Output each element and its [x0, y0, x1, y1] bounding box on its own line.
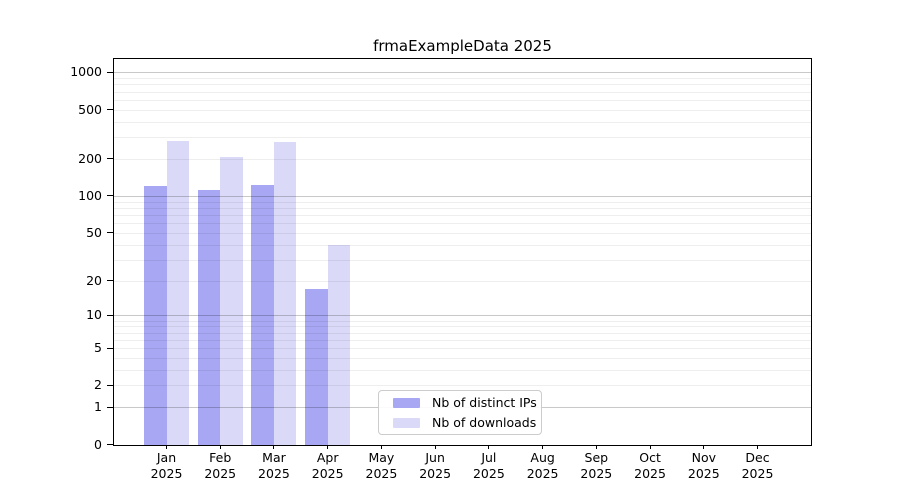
- legend-item-distinct-ips: Nb of distinct IPs: [387, 395, 537, 410]
- x-tick-label-oct: Oct 2025: [634, 450, 666, 481]
- x-tick-label-aug: Aug 2025: [526, 450, 559, 481]
- x-tick-label-dec: Dec 2025: [741, 450, 774, 481]
- x-tick-label-nov: Nov 2025: [687, 450, 720, 481]
- gridline-y-600: [114, 99, 811, 101]
- y-tick-mark-1: [107, 406, 113, 408]
- gridline-y-40: [114, 244, 811, 246]
- y-tick-label-20: 20: [86, 272, 102, 288]
- x-tick-mark-jun: [434, 445, 436, 449]
- x-tick-mark-oct: [649, 445, 651, 449]
- y-tick-label-100: 100: [78, 187, 102, 203]
- gridline-y-80: [114, 207, 811, 209]
- gridline-y-7: [114, 332, 811, 334]
- legend-swatch-downloads: [393, 417, 420, 428]
- x-tick-mark-sep: [595, 445, 597, 449]
- bar-nb-of-downloads-mar: [273, 141, 297, 445]
- gridline-y-2: [114, 385, 811, 387]
- y-tick-label-1: 1: [94, 399, 102, 415]
- bar-nb-of-distinct-ips-jan: [144, 186, 167, 445]
- gridline-y-30: [114, 259, 811, 261]
- x-tick-mark-mar: [273, 445, 275, 449]
- x-tick-mark-jul: [488, 445, 490, 449]
- x-tick-mark-nov: [703, 445, 705, 449]
- x-tick-label-apr: Apr 2025: [311, 450, 344, 481]
- y-tick-label-10: 10: [86, 307, 102, 323]
- x-tick-label-mar: Mar 2025: [258, 450, 290, 481]
- plot-area: [113, 58, 812, 446]
- x-tick-label-sep: Sep 2025: [580, 450, 613, 481]
- y-tick-label-5: 5: [94, 340, 102, 355]
- y-tick-label-2: 2: [94, 377, 102, 393]
- gridline-y-50: [114, 232, 811, 234]
- y-tick-label-50: 50: [86, 224, 102, 240]
- gridline-y-60: [114, 223, 811, 225]
- gridline-y-500: [114, 109, 811, 111]
- legend: Nb of distinct IPs Nb of downloads: [378, 390, 542, 435]
- gridline-y-20: [114, 280, 811, 282]
- gridline-y-200: [114, 158, 811, 160]
- bar-nb-of-downloads-apr: [327, 244, 351, 445]
- y-tick-mark-500: [107, 109, 113, 111]
- gridline-y-5: [114, 348, 811, 349]
- gridline-y-6: [114, 339, 811, 341]
- gridline-y-900: [114, 78, 811, 80]
- gridline-y-300: [114, 137, 811, 139]
- gridline-y-9: [114, 320, 811, 322]
- gridline-y-4: [114, 357, 811, 359]
- legend-label-downloads: Nb of downloads: [432, 415, 537, 430]
- x-tick-label-jul: Jul 2025: [472, 450, 505, 481]
- legend-label-distinct-ips: Nb of distinct IPs: [432, 395, 537, 410]
- bar-nb-of-downloads-feb: [220, 156, 243, 445]
- y-tick-mark-20: [107, 280, 113, 282]
- gridline-y-100: [114, 195, 811, 197]
- chart-title: frmaExampleData 2025: [373, 37, 552, 55]
- x-tick-label-may: May 2025: [365, 450, 398, 481]
- y-tick-label-1000: 1000: [70, 64, 102, 80]
- y-tick-mark-50: [107, 232, 113, 234]
- bar-nb-of-distinct-ips-apr: [305, 288, 328, 445]
- x-tick-mark-may: [380, 445, 382, 449]
- y-tick-mark-2: [107, 384, 113, 386]
- y-tick-mark-5: [107, 347, 113, 349]
- gridline-y-3: [114, 369, 811, 371]
- gridline-y-400: [114, 121, 811, 123]
- bar-nb-of-distinct-ips-mar: [251, 184, 274, 445]
- x-tick-mark-apr: [327, 445, 329, 449]
- x-tick-mark-jan: [166, 445, 167, 449]
- x-tick-mark-dec: [757, 445, 759, 449]
- legend-swatch-distinct-ips: [393, 397, 420, 408]
- gridline-y-700: [114, 91, 811, 93]
- gridline-y-90: [114, 201, 811, 203]
- legend-item-downloads: Nb of downloads: [387, 415, 537, 430]
- bar-nb-of-downloads-jan: [166, 140, 189, 445]
- x-tick-label-jun: Jun 2025: [419, 450, 452, 481]
- gridline-y-1000: [114, 72, 811, 74]
- y-tick-mark-200: [107, 158, 113, 160]
- y-tick-mark-10: [107, 314, 113, 316]
- y-tick-label-200: 200: [78, 150, 102, 166]
- y-tick-mark-1000: [107, 71, 113, 73]
- gridline-y-800: [114, 84, 811, 86]
- y-tick-mark-0: [107, 444, 113, 445]
- y-tick-label-0: 0: [94, 436, 102, 452]
- x-tick-mark-aug: [542, 445, 544, 449]
- gridline-y-70: [114, 214, 811, 216]
- gridline-y-10: [114, 315, 811, 317]
- y-tick-label-500: 500: [78, 101, 102, 117]
- gridline-y-8: [114, 326, 811, 328]
- y-tick-mark-100: [107, 195, 113, 197]
- x-tick-label-jan: Jan 2025: [150, 450, 183, 481]
- x-tick-mark-feb: [219, 445, 221, 449]
- bar-nb-of-distinct-ips-feb: [197, 189, 221, 445]
- x-tick-label-feb: Feb 2025: [204, 450, 237, 481]
